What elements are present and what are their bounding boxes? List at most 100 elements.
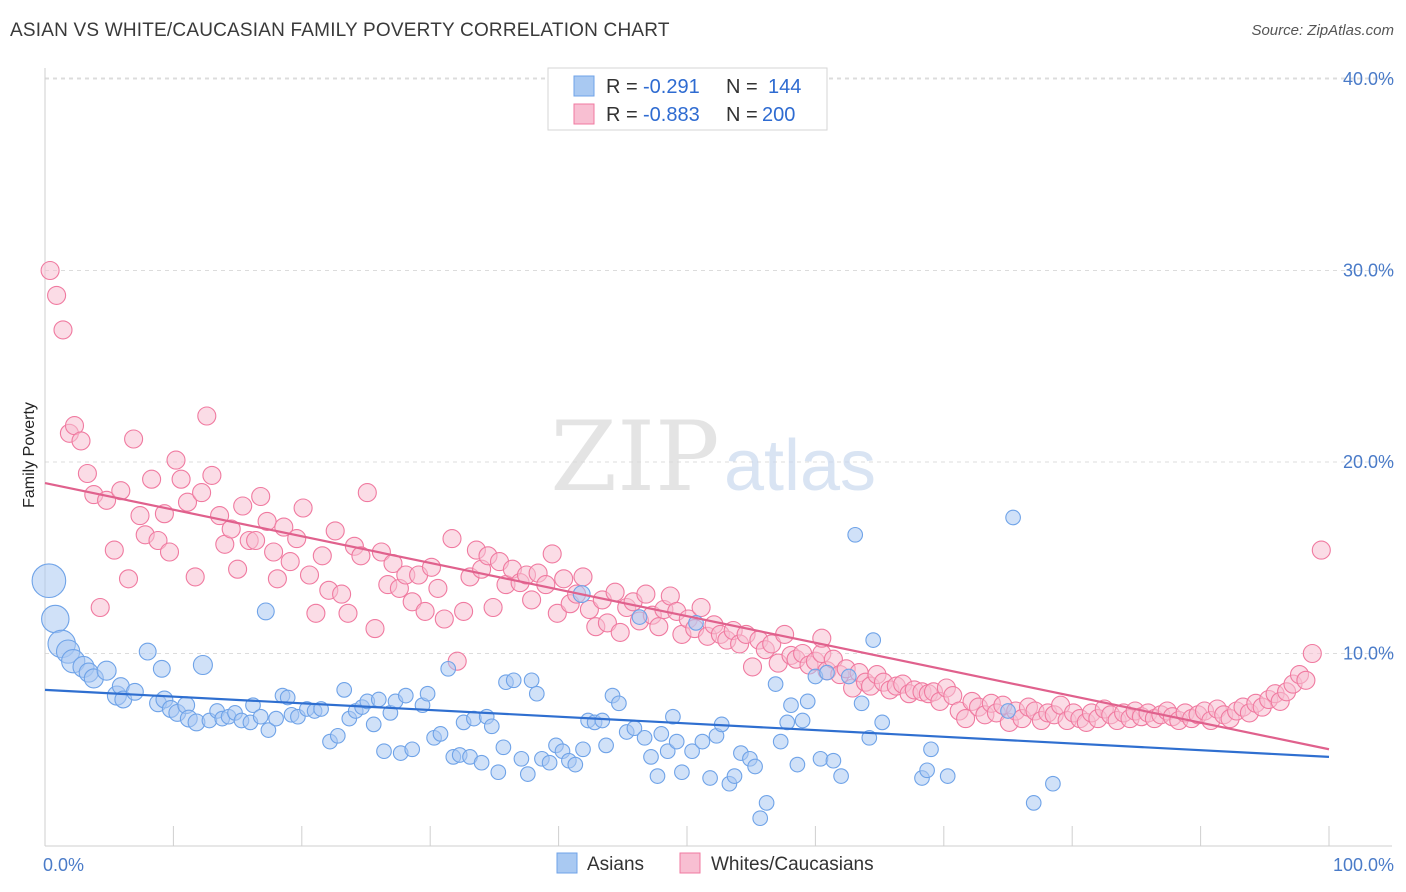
asian-point — [853, 695, 870, 712]
white-point — [197, 406, 217, 426]
white-point — [365, 619, 385, 639]
asian-point — [575, 741, 591, 758]
white-point — [53, 320, 73, 340]
legend-swatch-asians — [573, 75, 595, 97]
legend-n-asians: 144 — [768, 76, 801, 98]
white-point — [312, 546, 332, 566]
legend-r-label-asians: R = — [606, 76, 638, 98]
white-point — [142, 469, 162, 489]
white-point — [1302, 643, 1322, 664]
asian-point — [528, 685, 545, 702]
asian-point — [152, 659, 171, 678]
asian-point — [789, 756, 806, 773]
asian-point — [772, 733, 789, 750]
white-point — [547, 603, 567, 623]
white-point — [257, 511, 277, 531]
asian-point — [279, 689, 296, 706]
trend-lines — [44, 481, 1330, 759]
asian-point — [1005, 509, 1021, 526]
white-point — [159, 542, 180, 562]
asian-point — [432, 726, 449, 742]
white-point — [228, 559, 248, 579]
asian-point — [598, 737, 614, 754]
asian-point — [794, 712, 811, 729]
asian-point — [523, 672, 540, 689]
y-tick-labels: 10.0% 20.0% 30.0% 40.0% — [1343, 69, 1394, 664]
asian-point — [665, 708, 681, 725]
asian-point — [440, 660, 457, 677]
legend-n-label-whites: N = — [726, 104, 758, 126]
y-axis-label: Family Poverty — [21, 402, 38, 508]
asian-point — [631, 609, 648, 625]
watermark-atlas: atlas — [724, 426, 876, 506]
y-tick-label-10: 10.0% — [1343, 644, 1394, 664]
asian-point — [643, 749, 659, 765]
series-legend: Asians Whites/Caucasians — [556, 852, 874, 875]
white-point — [192, 483, 212, 503]
bottom-legend-swatch-whites — [679, 852, 701, 874]
source-label: Source: ZipAtlas.com — [1251, 22, 1394, 39]
white-point — [293, 498, 313, 518]
asian-point — [567, 756, 584, 773]
white-point — [124, 429, 144, 449]
white-point — [762, 634, 782, 654]
correlation-legend: R = -0.291 N = 144 R = -0.883 N = 200 — [547, 67, 828, 131]
asian-point — [636, 729, 653, 746]
asian-point — [653, 726, 670, 742]
asian-point — [923, 741, 939, 758]
white-point — [542, 544, 562, 564]
white-point — [233, 496, 253, 516]
axes — [44, 68, 1392, 847]
white-point — [573, 567, 593, 587]
white-point — [177, 492, 198, 512]
asian-point — [252, 708, 269, 725]
white-point — [77, 463, 97, 484]
white-point — [264, 542, 284, 562]
white-point — [579, 599, 599, 620]
asian-point — [702, 770, 718, 786]
asian-point — [365, 716, 382, 733]
asian-point — [370, 691, 387, 708]
watermark-zip: ZIP — [550, 401, 719, 513]
asian-point — [939, 768, 956, 784]
asian-point — [840, 668, 857, 685]
white-point — [402, 592, 422, 612]
asian-point — [41, 604, 70, 634]
white-point — [742, 657, 763, 677]
asian-point — [268, 710, 284, 727]
white-point — [956, 709, 976, 729]
bottom-legend-swatch-asians — [556, 852, 578, 874]
asian-point — [473, 754, 490, 771]
white-point — [171, 469, 191, 489]
asian-point — [419, 685, 436, 702]
bottom-legend-label-whites: Whites/Caucasians — [711, 854, 874, 875]
asian-point — [376, 743, 392, 760]
chart-title: ASIAN VS WHITE/CAUCASIAN FAMILY POVERTY … — [10, 20, 670, 41]
white-point — [332, 584, 352, 604]
bottom-legend-label-asians: Asians — [587, 854, 644, 875]
white-point — [47, 285, 67, 305]
x-tick-max: 100.0% — [1333, 855, 1394, 875]
series-asians-points — [31, 509, 1061, 827]
asian-point — [329, 727, 346, 744]
asian-point — [541, 754, 558, 771]
asian-point — [1000, 703, 1016, 719]
asian-point — [684, 743, 700, 760]
asian-point — [404, 741, 421, 758]
white-point — [221, 519, 241, 539]
asian-point — [483, 718, 500, 735]
asian-point — [752, 810, 769, 827]
y-tick-label-20: 20.0% — [1343, 452, 1394, 472]
legend-swatch-whites — [573, 103, 595, 125]
white-point — [434, 609, 454, 629]
white-point — [287, 529, 307, 549]
asian-point — [594, 712, 611, 729]
y-tick-label-40: 40.0% — [1343, 69, 1394, 89]
white-point — [130, 506, 150, 526]
white-point — [90, 597, 110, 618]
asian-point — [674, 764, 690, 781]
white-point — [118, 569, 139, 589]
white-point — [454, 601, 474, 621]
white-point — [104, 540, 124, 560]
